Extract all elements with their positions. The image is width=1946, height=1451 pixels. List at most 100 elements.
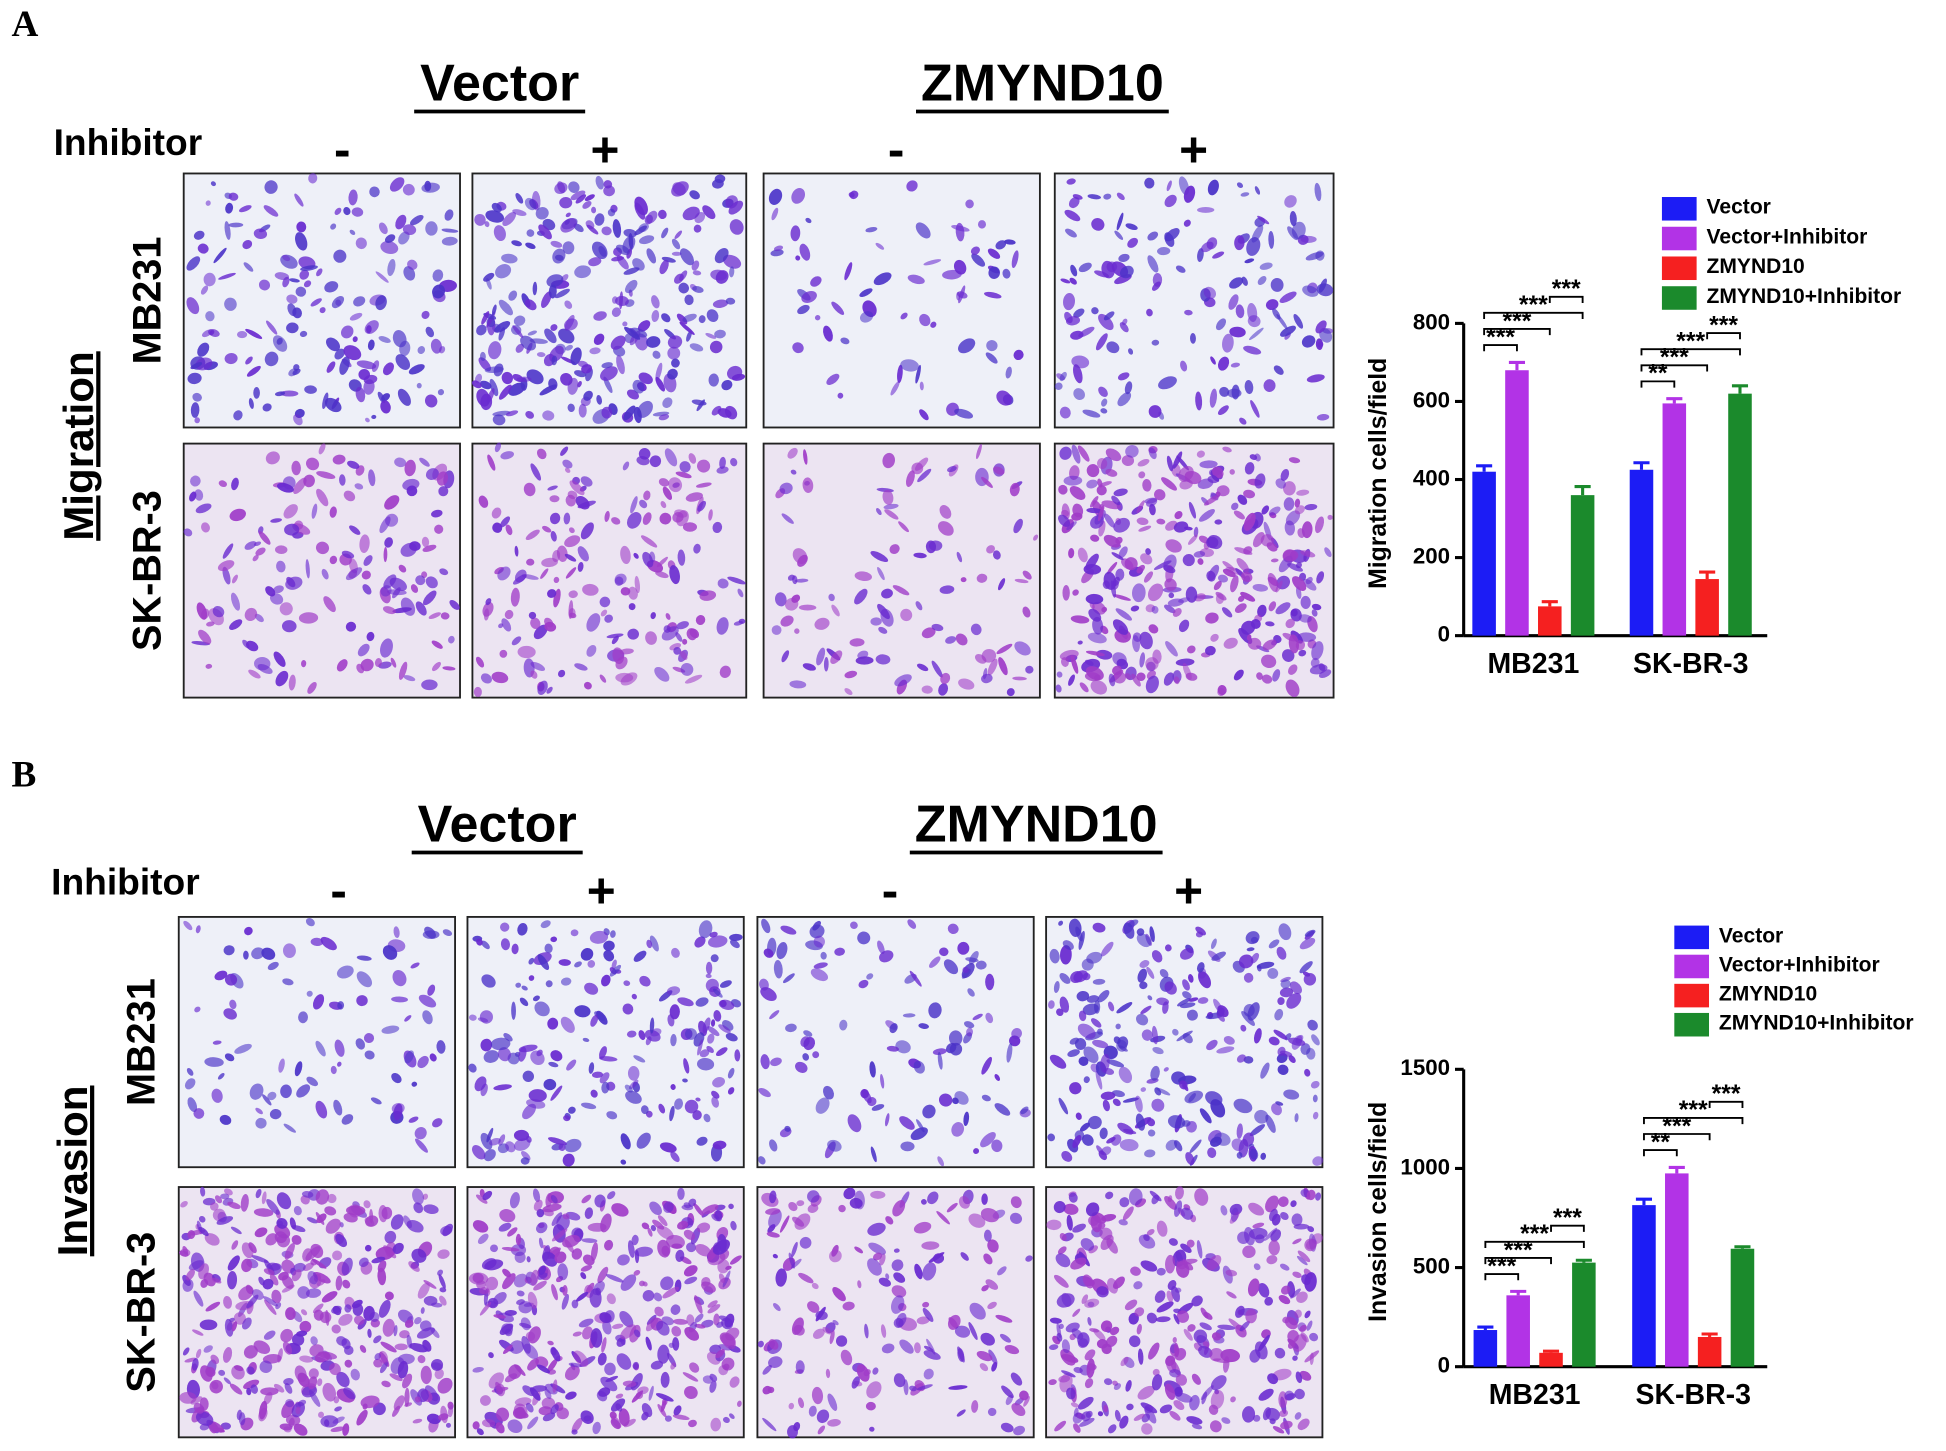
cell bbox=[300, 265, 318, 271]
cell bbox=[264, 180, 278, 194]
cell bbox=[1178, 619, 1190, 633]
cell bbox=[527, 330, 538, 336]
cell bbox=[501, 618, 512, 632]
cell bbox=[939, 505, 952, 519]
cell bbox=[986, 340, 998, 352]
cell bbox=[530, 670, 538, 679]
micrograph bbox=[471, 172, 748, 429]
cell bbox=[1193, 551, 1206, 558]
cell bbox=[1257, 276, 1267, 285]
cell bbox=[689, 343, 704, 352]
cell bbox=[505, 410, 519, 417]
cell bbox=[385, 513, 399, 527]
bar bbox=[1629, 469, 1654, 636]
cell bbox=[243, 262, 254, 272]
cell bbox=[685, 492, 703, 502]
cell bbox=[798, 604, 817, 611]
cell bbox=[884, 509, 899, 520]
cell bbox=[408, 364, 425, 375]
cell bbox=[1265, 299, 1279, 311]
cell bbox=[239, 205, 252, 213]
cell bbox=[484, 221, 490, 228]
cell bbox=[611, 307, 621, 317]
cell bbox=[1250, 400, 1260, 418]
cell bbox=[1088, 608, 1102, 622]
cell bbox=[890, 381, 900, 396]
cell bbox=[473, 686, 482, 698]
cell bbox=[844, 688, 853, 696]
cell bbox=[352, 336, 358, 343]
cell bbox=[368, 469, 376, 487]
cell bbox=[988, 266, 1000, 279]
cell bbox=[604, 614, 613, 623]
cell bbox=[1315, 250, 1325, 261]
cell bbox=[915, 222, 931, 239]
cell bbox=[255, 547, 266, 556]
cell bbox=[222, 566, 231, 585]
cell bbox=[504, 609, 514, 620]
cell bbox=[637, 320, 651, 332]
cell bbox=[667, 335, 683, 349]
cell bbox=[603, 180, 613, 189]
cell bbox=[1280, 469, 1290, 481]
cell bbox=[689, 190, 700, 200]
cell bbox=[292, 307, 302, 319]
cell bbox=[958, 285, 966, 304]
cell bbox=[326, 361, 336, 373]
cell bbox=[574, 265, 592, 279]
cell bbox=[233, 410, 243, 421]
cell bbox=[1014, 578, 1029, 584]
cell bbox=[339, 474, 346, 486]
cell bbox=[623, 228, 637, 238]
cell bbox=[366, 631, 375, 642]
cell bbox=[680, 662, 694, 676]
cell bbox=[354, 483, 364, 490]
cell bbox=[538, 224, 552, 240]
cell bbox=[738, 618, 746, 624]
cell bbox=[830, 650, 843, 664]
cell bbox=[276, 560, 286, 573]
cell bbox=[1146, 498, 1158, 507]
cell bbox=[537, 680, 548, 696]
cell bbox=[900, 608, 913, 622]
cell bbox=[627, 628, 639, 640]
y-axis-label: Migration cells/field bbox=[1365, 358, 1392, 589]
cell bbox=[384, 537, 393, 548]
cell bbox=[356, 360, 377, 370]
cell bbox=[659, 259, 669, 275]
cell bbox=[1116, 192, 1125, 201]
cell bbox=[1151, 339, 1160, 346]
cell bbox=[649, 551, 656, 563]
cell bbox=[1300, 595, 1311, 609]
cell bbox=[498, 327, 506, 341]
cell bbox=[917, 468, 932, 483]
cell bbox=[500, 451, 515, 460]
cell bbox=[628, 603, 636, 611]
cell bbox=[865, 226, 878, 233]
cell bbox=[650, 612, 656, 620]
cell bbox=[714, 174, 726, 184]
cell bbox=[1244, 380, 1254, 395]
cell bbox=[634, 575, 641, 594]
cell bbox=[1287, 562, 1303, 572]
cell bbox=[1148, 405, 1162, 418]
cell bbox=[316, 268, 323, 277]
cell bbox=[787, 447, 798, 459]
cell bbox=[900, 359, 919, 372]
cell bbox=[981, 673, 993, 684]
cell bbox=[343, 206, 351, 216]
cell bbox=[1196, 450, 1205, 458]
cell bbox=[706, 309, 719, 322]
cell bbox=[440, 612, 450, 620]
significance-label: *** bbox=[1519, 292, 1548, 319]
cell bbox=[525, 242, 536, 249]
legend-swatch bbox=[1674, 983, 1710, 1008]
cell bbox=[1096, 458, 1108, 470]
cell bbox=[569, 480, 585, 496]
cell bbox=[1268, 506, 1281, 516]
cell bbox=[1222, 333, 1234, 353]
y-tick-label: 1500 bbox=[1400, 1055, 1450, 1080]
cell bbox=[1210, 356, 1216, 365]
cell bbox=[536, 448, 547, 460]
cell bbox=[526, 369, 544, 385]
